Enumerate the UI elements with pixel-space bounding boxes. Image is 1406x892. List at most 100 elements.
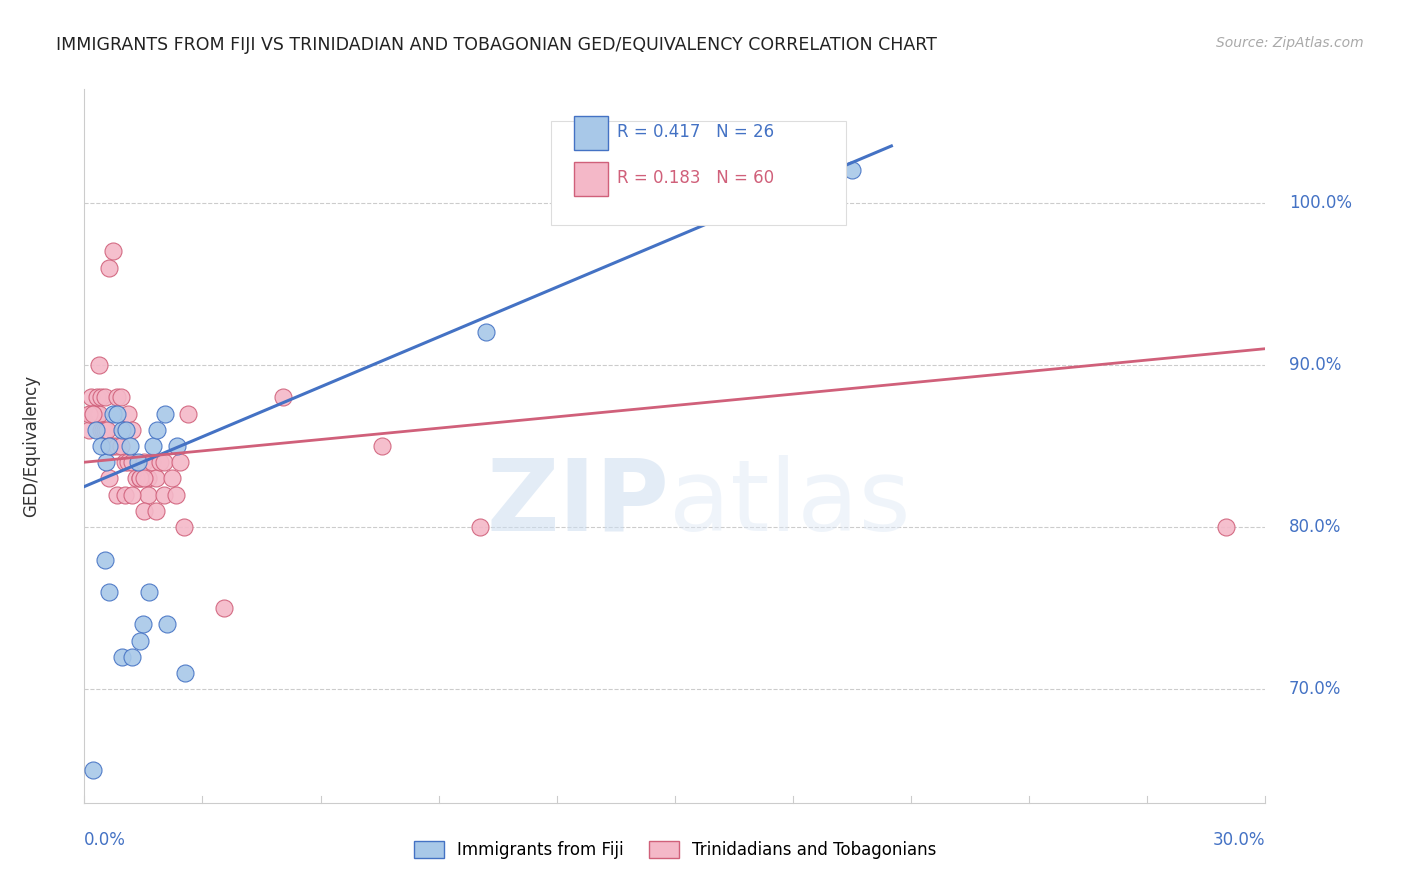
Point	[134, 504, 156, 518]
Point	[153, 407, 176, 421]
Point	[145, 471, 167, 485]
Point	[165, 488, 187, 502]
Point	[77, 423, 100, 437]
Point	[125, 471, 148, 485]
Point	[271, 390, 294, 404]
Point	[84, 423, 107, 437]
Point	[80, 407, 103, 421]
Point	[91, 423, 114, 437]
Point	[117, 407, 139, 421]
FancyBboxPatch shape	[551, 121, 846, 225]
Point	[114, 488, 136, 502]
Point	[90, 390, 112, 404]
Point	[101, 407, 124, 421]
Point	[153, 488, 176, 502]
Point	[101, 244, 124, 259]
Point	[114, 455, 136, 469]
Point	[82, 764, 104, 778]
Point	[90, 423, 112, 437]
Point	[84, 407, 107, 421]
Point	[94, 423, 117, 437]
Point	[94, 552, 117, 566]
Point	[105, 488, 128, 502]
Point	[94, 455, 117, 469]
Point	[100, 439, 122, 453]
Point	[97, 585, 120, 599]
Point	[121, 649, 143, 664]
Point	[105, 439, 128, 453]
Point	[110, 439, 132, 453]
Point	[82, 407, 104, 421]
Point	[82, 407, 104, 421]
Point	[105, 407, 128, 421]
Point	[117, 455, 139, 469]
Point	[111, 423, 134, 437]
Point	[80, 390, 103, 404]
Point	[132, 617, 155, 632]
Point	[97, 439, 120, 453]
Point	[127, 455, 149, 469]
Text: 30.0%: 30.0%	[1213, 831, 1265, 849]
Point	[173, 520, 195, 534]
Text: 90.0%: 90.0%	[1289, 356, 1341, 374]
Point	[212, 601, 235, 615]
Point	[145, 504, 167, 518]
Point	[121, 455, 143, 469]
Point	[105, 390, 128, 404]
Point	[86, 390, 108, 404]
Point	[94, 390, 117, 404]
Point	[77, 407, 100, 421]
Text: ZIP: ZIP	[486, 455, 669, 551]
Point	[142, 439, 165, 453]
Point	[841, 163, 863, 178]
Text: 100.0%: 100.0%	[1289, 194, 1353, 211]
Point	[156, 617, 179, 632]
Point	[160, 471, 183, 485]
Point	[468, 520, 491, 534]
Point	[475, 326, 498, 340]
Point	[101, 439, 124, 453]
Point	[173, 666, 195, 681]
Text: R = 0.417   N = 26: R = 0.417 N = 26	[617, 123, 775, 141]
Point	[97, 439, 120, 453]
Text: GED/Equivalency: GED/Equivalency	[22, 375, 41, 517]
Point	[110, 390, 132, 404]
Point	[114, 423, 136, 437]
Point	[97, 471, 120, 485]
Point	[129, 633, 152, 648]
Point	[96, 423, 118, 437]
Point	[97, 260, 120, 275]
FancyBboxPatch shape	[575, 162, 607, 196]
Point	[146, 423, 169, 437]
Point	[114, 423, 136, 437]
Point	[138, 585, 160, 599]
Text: IMMIGRANTS FROM FIJI VS TRINIDADIAN AND TOBAGONIAN GED/EQUIVALENCY CORRELATION C: IMMIGRANTS FROM FIJI VS TRINIDADIAN AND …	[56, 36, 938, 54]
Point	[141, 455, 163, 469]
Point	[134, 471, 156, 485]
Point	[1215, 520, 1237, 534]
Point	[166, 439, 188, 453]
Point	[118, 439, 141, 453]
Point	[169, 455, 191, 469]
Point	[136, 488, 159, 502]
Point	[121, 423, 143, 437]
Point	[176, 407, 198, 421]
Point	[149, 455, 172, 469]
Text: R = 0.183   N = 60: R = 0.183 N = 60	[617, 169, 775, 187]
Point	[136, 471, 159, 485]
Legend: Immigrants from Fiji, Trinidadians and Tobagonians: Immigrants from Fiji, Trinidadians and T…	[406, 834, 943, 866]
Point	[134, 455, 156, 469]
Point	[129, 471, 152, 485]
Text: 80.0%: 80.0%	[1289, 518, 1341, 536]
Point	[129, 471, 152, 485]
Point	[370, 439, 392, 453]
Point	[90, 439, 112, 453]
FancyBboxPatch shape	[575, 116, 607, 150]
Point	[121, 488, 143, 502]
Text: atlas: atlas	[669, 455, 911, 551]
Text: 70.0%: 70.0%	[1289, 681, 1341, 698]
Point	[111, 649, 134, 664]
Text: Source: ZipAtlas.com: Source: ZipAtlas.com	[1216, 36, 1364, 50]
Point	[153, 455, 176, 469]
Point	[89, 358, 111, 372]
